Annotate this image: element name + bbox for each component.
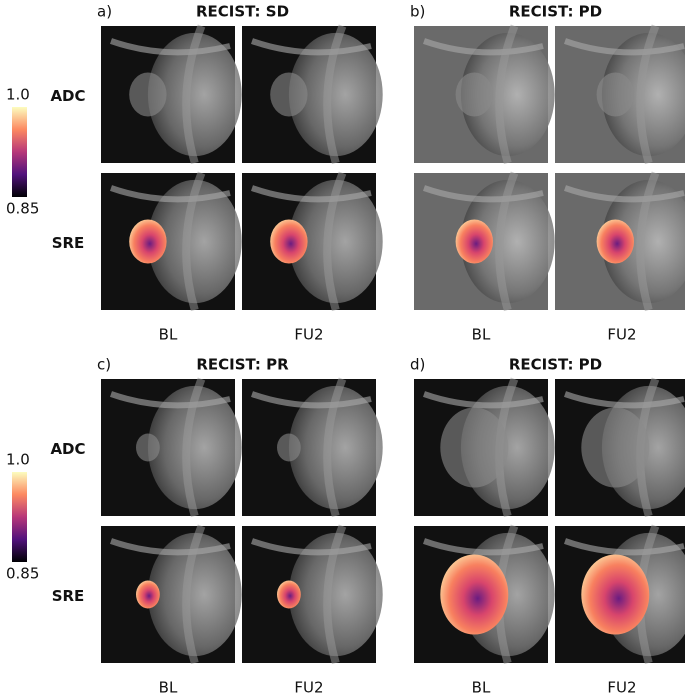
colorbar-max-label: 1.0 bbox=[6, 451, 30, 469]
tissue-streak bbox=[110, 391, 231, 409]
column-label: FU2 bbox=[607, 679, 636, 697]
tissue-streak bbox=[423, 391, 544, 409]
tissue-streak bbox=[423, 185, 544, 203]
panel-title: RECIST: PR bbox=[196, 356, 289, 374]
lesion-region bbox=[270, 219, 308, 264]
lesion-region bbox=[596, 219, 634, 264]
tissue-streak bbox=[110, 38, 231, 56]
column-label: BL bbox=[472, 679, 491, 697]
tissue bbox=[460, 179, 555, 304]
image bbox=[242, 24, 383, 165]
column-label: FU2 bbox=[294, 326, 323, 344]
row-label: ADC bbox=[50, 87, 85, 105]
lesion-region bbox=[455, 219, 493, 264]
tissue-streak bbox=[323, 24, 347, 165]
panel-title: RECIST: SD bbox=[196, 3, 289, 21]
lesion-region bbox=[129, 72, 167, 117]
panel-label: d) bbox=[410, 356, 425, 374]
tissue-streak bbox=[564, 538, 685, 556]
image bbox=[555, 524, 685, 665]
lesion-region bbox=[136, 433, 160, 462]
lesion-region bbox=[455, 72, 493, 117]
tissue bbox=[288, 32, 383, 157]
lesion-region bbox=[270, 72, 308, 117]
tissue-streak bbox=[182, 377, 206, 518]
lesion-region bbox=[581, 554, 650, 635]
lesion-region bbox=[596, 72, 634, 117]
tissue-streak bbox=[182, 171, 206, 312]
tissue-streak bbox=[495, 24, 519, 165]
colorbar-min-label: 0.85 bbox=[6, 565, 39, 583]
row-label: SRE bbox=[52, 587, 85, 605]
tissue-streak bbox=[251, 38, 372, 56]
image bbox=[242, 171, 383, 312]
tissue-streak bbox=[323, 524, 347, 665]
lesion-region bbox=[277, 433, 301, 462]
image bbox=[414, 24, 555, 165]
image bbox=[101, 524, 242, 665]
image bbox=[101, 24, 242, 165]
image bbox=[242, 377, 383, 518]
tissue-streak bbox=[323, 377, 347, 518]
tissue-streak bbox=[251, 391, 372, 409]
lesion-region bbox=[581, 407, 650, 488]
column-label: BL bbox=[159, 679, 178, 697]
tissue-streak bbox=[564, 185, 685, 203]
tissue-streak bbox=[495, 171, 519, 312]
tissue bbox=[288, 532, 383, 657]
tissue bbox=[288, 179, 383, 304]
lesion-region bbox=[129, 219, 167, 264]
image bbox=[555, 24, 685, 165]
lesion-region bbox=[440, 407, 509, 488]
tissue-streak bbox=[423, 38, 544, 56]
tissue-streak bbox=[110, 538, 231, 556]
lesion-region bbox=[277, 580, 301, 609]
tissue-streak bbox=[251, 185, 372, 203]
image bbox=[242, 524, 383, 665]
tissue bbox=[147, 32, 242, 157]
column-label: FU2 bbox=[294, 679, 323, 697]
row-label: ADC bbox=[50, 440, 85, 458]
tissue-streak bbox=[564, 38, 685, 56]
colorbar bbox=[12, 107, 27, 197]
row-label: SRE bbox=[52, 234, 85, 252]
image bbox=[101, 377, 242, 518]
colorbar-min-label: 0.85 bbox=[6, 200, 39, 218]
panel-title: RECIST: PD bbox=[509, 3, 602, 21]
tissue-streak bbox=[636, 171, 660, 312]
column-label: BL bbox=[159, 326, 178, 344]
tissue-streak bbox=[182, 524, 206, 665]
image bbox=[555, 171, 685, 312]
panel-label: b) bbox=[410, 3, 425, 21]
lesion-region bbox=[136, 580, 160, 609]
tissue bbox=[147, 179, 242, 304]
lesion-region bbox=[440, 554, 509, 635]
panel-title: RECIST: PD bbox=[509, 356, 602, 374]
tissue bbox=[147, 532, 242, 657]
tissue-streak bbox=[110, 185, 231, 203]
column-label: FU2 bbox=[607, 326, 636, 344]
column-label: BL bbox=[472, 326, 491, 344]
image bbox=[414, 377, 555, 518]
tissue-streak bbox=[251, 538, 372, 556]
colorbar-max-label: 1.0 bbox=[6, 86, 30, 104]
image bbox=[101, 171, 242, 312]
image bbox=[414, 171, 555, 312]
tissue bbox=[288, 385, 383, 510]
panel-label: a) bbox=[97, 3, 112, 21]
image bbox=[555, 377, 685, 518]
tissue-streak bbox=[182, 24, 206, 165]
panel-label: c) bbox=[97, 356, 111, 374]
colorbar bbox=[12, 472, 27, 562]
image bbox=[414, 524, 555, 665]
tissue bbox=[147, 385, 242, 510]
tissue bbox=[460, 32, 555, 157]
tissue-streak bbox=[423, 538, 544, 556]
tissue-streak bbox=[323, 171, 347, 312]
tissue-streak bbox=[564, 391, 685, 409]
tissue-streak bbox=[636, 24, 660, 165]
